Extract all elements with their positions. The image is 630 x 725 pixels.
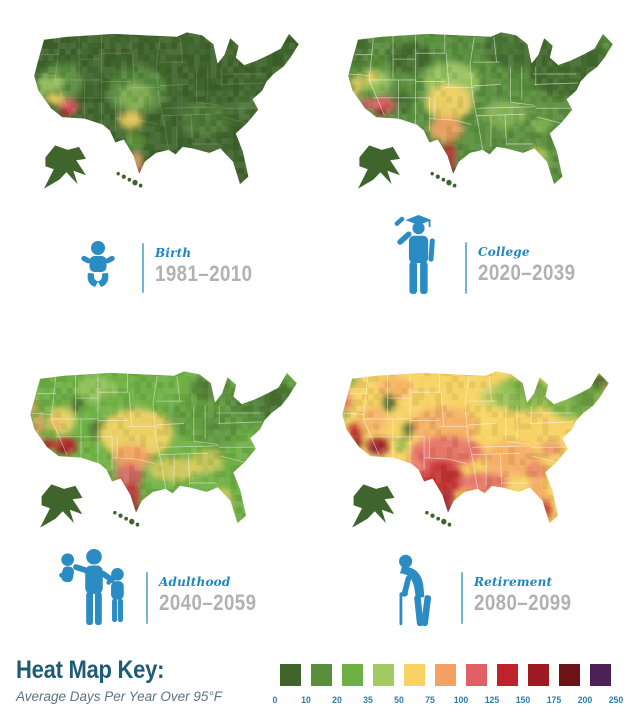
life-stage-label: Birth: [155, 246, 192, 260]
life-stage-label: Adulthood: [159, 575, 231, 589]
legend-swatch: [497, 664, 518, 686]
caption-retirement: Retirement 2080–2099: [474, 575, 589, 616]
life-stage-years: 2080–2099: [474, 590, 572, 615]
caption-divider: [461, 572, 463, 624]
life-stage-years: 2020–2039: [478, 260, 576, 285]
caption-divider: [465, 242, 467, 294]
baby-icon: [80, 240, 116, 292]
legend-swatch: [590, 664, 611, 686]
elderly-with-cane-icon-svg: [399, 554, 432, 627]
life-stage-label: College: [478, 245, 530, 259]
legend-value: 10: [301, 695, 311, 706]
legend-value: 75: [425, 695, 435, 706]
legend-value: 50: [394, 695, 404, 706]
family-icon: [53, 547, 135, 627]
graduate-icon-svg: [394, 215, 435, 294]
legend-swatch: [404, 664, 425, 686]
choropleth-map-svg: [34, 32, 299, 189]
legend-value: 175: [546, 695, 562, 706]
legend-swatch: [559, 664, 580, 686]
legend-value: 250: [608, 695, 624, 706]
legend-swatch: [466, 664, 487, 686]
legend-value: 200: [577, 695, 593, 706]
key-subtitle: Average Days Per Year Over 95°F: [16, 689, 223, 704]
elderly-with-cane-icon: [389, 551, 441, 628]
graduate-icon: [392, 211, 439, 298]
legend-swatch: [280, 664, 301, 686]
caption-adulthood: Adulthood 2040–2059: [159, 575, 274, 616]
choropleth-map-svg: [342, 371, 609, 528]
caption-divider: [142, 243, 144, 293]
legend-value: 150: [515, 695, 531, 706]
us-heatmap-adulthood: [19, 352, 301, 538]
legend-value: 20: [332, 695, 342, 706]
choropleth-map-svg: [30, 371, 297, 528]
life-stage-label: Retirement: [474, 575, 553, 589]
choropleth-map-svg: [348, 32, 613, 189]
baby-icon-svg: [81, 241, 115, 287]
legend-swatch: [342, 664, 363, 686]
legend-value: 0: [272, 695, 278, 706]
legend-swatch: [311, 664, 332, 686]
legend-swatch: [435, 664, 456, 686]
us-heatmap-birth: [23, 13, 303, 199]
legend-swatch: [528, 664, 549, 686]
us-heatmap-retirement: [331, 352, 613, 538]
caption-divider: [146, 572, 148, 624]
legend-value: 35: [363, 695, 373, 706]
caption-birth: Birth 1981–2010: [155, 246, 270, 287]
legend-value: 125: [484, 695, 500, 706]
caption-college: College 2020–2039: [478, 245, 593, 286]
life-stage-years: 2040–2059: [159, 590, 257, 615]
legend-value: 100: [453, 695, 469, 706]
key-title: Heat Map Key:: [16, 656, 165, 684]
legend-swatch: [373, 664, 394, 686]
life-stage-years: 1981–2010: [155, 261, 253, 286]
family-icon-svg: [59, 548, 124, 626]
us-heatmap-college: [337, 13, 617, 199]
